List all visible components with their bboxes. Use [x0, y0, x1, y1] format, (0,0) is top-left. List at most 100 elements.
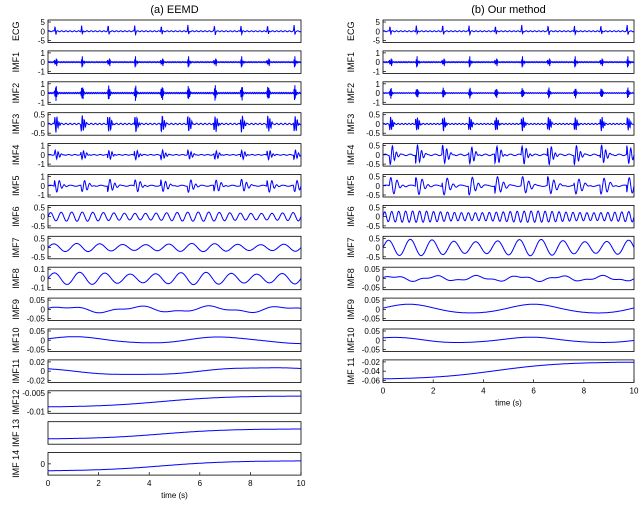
- series-line-ecg: [382, 24, 635, 37]
- panel-label: IMF9: [346, 299, 356, 320]
- y-tick-label: -0.05: [27, 315, 46, 324]
- panel-frame: [382, 297, 635, 322]
- series-line-imf11: [48, 367, 302, 375]
- y-tick-label: -0.5: [366, 191, 380, 200]
- series-line-imf11: [383, 361, 634, 380]
- y-tick-label: 0: [376, 213, 381, 222]
- panel-label: IMF1: [346, 52, 356, 73]
- y-tick-label: 1: [41, 142, 46, 151]
- y-tick-label: -0.1: [31, 284, 45, 293]
- x-tick-label: 6: [531, 386, 536, 395]
- series-line-imf1: [47, 56, 302, 68]
- series-line-imf7: [47, 243, 302, 253]
- y-tick-label: 0.02: [29, 358, 45, 367]
- series-line-imf5: [47, 178, 302, 193]
- y-tick-label: 0.5: [369, 142, 381, 151]
- x-tick-label: 10: [297, 479, 306, 488]
- chart-title: (a) EEMD: [150, 4, 198, 16]
- y-tick-label: 0: [376, 120, 381, 129]
- panel-frame: [47, 390, 302, 414]
- y-tick-label: 0.05: [364, 296, 380, 305]
- y-tick-label: 0.5: [34, 111, 46, 120]
- x-tick-label: 2: [96, 479, 101, 488]
- series-line-imf3: [47, 115, 302, 133]
- y-tick-label: 0: [376, 89, 381, 98]
- y-tick-label: -0.02: [362, 358, 381, 367]
- y-tick-label: -0.5: [366, 129, 380, 138]
- y-tick-label: 0: [41, 151, 46, 160]
- panel-frame: [47, 452, 302, 476]
- y-tick-label: 0: [41, 460, 46, 469]
- panel-label: IMF3: [346, 114, 356, 135]
- chart-title: (b) Our method: [471, 4, 546, 16]
- panel-label: IMF6: [11, 206, 21, 227]
- y-tick-label: 0: [41, 213, 46, 222]
- series-line-imf10: [47, 336, 301, 345]
- x-axis-label: time (s): [495, 398, 522, 407]
- panel-label: IMF2: [346, 83, 356, 104]
- panel-label: ECG: [346, 21, 356, 41]
- y-tick-label: 1: [41, 80, 46, 89]
- panel-label: IMF1: [11, 52, 21, 73]
- y-tick-label: -1: [38, 67, 46, 76]
- x-tick-label: 2: [431, 386, 436, 395]
- x-tick-label: 4: [147, 479, 152, 488]
- y-tick-label: -0.05: [362, 346, 381, 355]
- y-tick-label: 1: [41, 173, 46, 182]
- x-tick-label: 4: [481, 386, 486, 395]
- y-tick-label: -5: [38, 37, 46, 46]
- y-tick-label: 0.5: [369, 173, 381, 182]
- panel-label: IMF 13: [11, 419, 21, 447]
- panel-label: IMF10: [11, 327, 21, 353]
- y-tick-label: 0: [376, 182, 381, 191]
- y-tick-label: 0: [41, 244, 46, 253]
- y-tick-label: -0.5: [366, 253, 380, 262]
- y-tick-label: 0.05: [364, 327, 380, 336]
- series-line-imf1: [382, 56, 635, 68]
- panel-label: IMF12: [11, 389, 21, 415]
- y-tick-label: 0.5: [369, 111, 381, 120]
- y-tick-label: -0.5: [366, 160, 380, 169]
- y-tick-label: -1: [38, 160, 46, 169]
- series-line-imf12: [48, 395, 301, 408]
- x-tick-label: 8: [248, 479, 253, 488]
- panel-label: IMF3: [11, 114, 21, 135]
- panel-label: IMF4: [346, 145, 356, 166]
- y-tick-label: -0.05: [362, 284, 381, 293]
- y-tick-label: -0.01: [27, 407, 46, 416]
- panel-frame: [47, 421, 302, 445]
- x-tick-label: 8: [582, 386, 587, 395]
- y-tick-label: 0: [41, 274, 46, 283]
- y-tick-label: -5: [373, 37, 381, 46]
- y-tick-label: 1: [376, 80, 381, 89]
- y-tick-label: 5: [41, 18, 46, 27]
- series-line-imf14: [48, 460, 301, 472]
- series-line-imf8: [382, 274, 635, 282]
- y-tick-label: 0: [41, 58, 46, 67]
- y-tick-label: 0: [376, 58, 381, 67]
- y-tick-label: 0: [376, 274, 381, 283]
- y-tick-label: -0.02: [27, 376, 46, 385]
- y-tick-label: 0.5: [34, 203, 46, 212]
- y-tick-label: 0.05: [29, 327, 45, 336]
- y-tick-label: -1: [373, 98, 381, 107]
- series-line-imf3: [382, 116, 635, 132]
- panel-label: IMF8: [11, 268, 21, 289]
- panel-label: ECG: [11, 21, 21, 41]
- y-tick-label: -0.5: [31, 222, 45, 231]
- y-tick-label: 0.1: [34, 265, 46, 274]
- y-tick-label: 0: [376, 336, 381, 345]
- y-tick-label: 0: [376, 305, 381, 314]
- y-tick-label: 0.5: [369, 234, 381, 243]
- y-tick-label: 0.5: [369, 203, 381, 212]
- series-line-imf10: [383, 336, 635, 343]
- y-tick-label: -0.04: [362, 367, 381, 376]
- series-line-imf13: [48, 428, 301, 440]
- y-tick-label: 0: [376, 151, 381, 160]
- y-tick-label: 0: [41, 89, 46, 98]
- series-line-imf4: [47, 148, 302, 162]
- y-tick-label: -0.005: [22, 389, 45, 398]
- y-tick-label: 0.05: [364, 265, 380, 274]
- y-tick-label: 1: [376, 49, 381, 58]
